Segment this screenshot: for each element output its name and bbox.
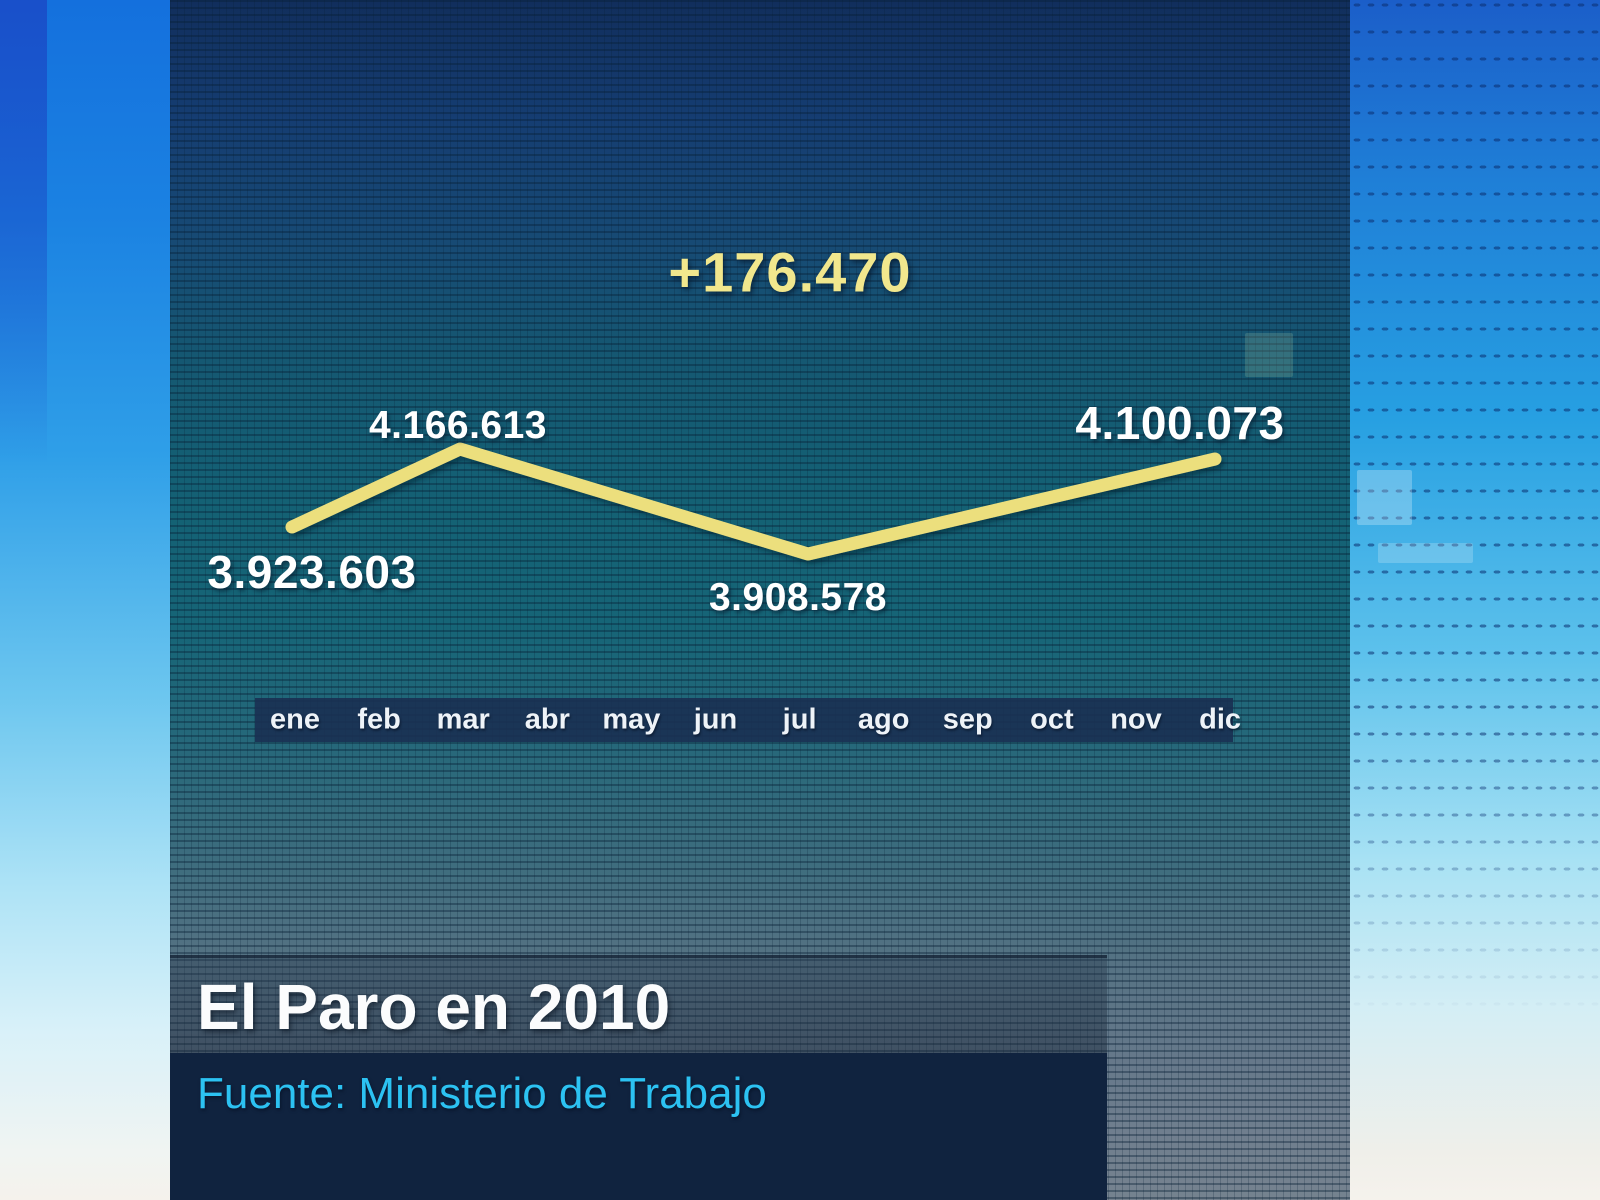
title-panel: El Paro en 2010 xyxy=(170,955,1107,1056)
month-label: jun xyxy=(693,703,738,736)
month-label: feb xyxy=(357,703,401,736)
month-label: nov xyxy=(1110,703,1162,736)
month-label: dic xyxy=(1199,703,1242,736)
point-value-label: 4.166.613 xyxy=(368,404,548,447)
light-patch xyxy=(1245,333,1293,377)
chart-title: El Paro en 2010 xyxy=(197,971,671,1043)
light-patch xyxy=(1378,543,1473,563)
source-label: Fuente: Ministerio de Trabajo xyxy=(197,1069,767,1118)
month-label: sep xyxy=(942,703,993,736)
month-label: ago xyxy=(857,703,910,736)
background-right-gradient xyxy=(1350,0,1600,1200)
source-panel: Fuente: Ministerio de Trabajo xyxy=(170,1053,1107,1200)
month-label: jul xyxy=(782,703,817,736)
point-value-label: 3.908.578 xyxy=(708,576,888,619)
background-left-blue-strip xyxy=(0,0,47,620)
month-label: mar xyxy=(436,703,490,736)
chart-panel: +176.470 3.923.603 4.166.613 3.908.578 4.10… xyxy=(170,0,1350,1200)
pixel-grid-texture xyxy=(170,0,1350,1200)
month-label: may xyxy=(602,703,661,736)
month-label: abr xyxy=(524,703,570,736)
annual-change-label: +176.470 xyxy=(668,240,912,304)
month-axis: ene feb mar abr may jun jul ago sep oct nov dic xyxy=(255,698,1241,742)
point-value-label: 4.100.073 xyxy=(1075,397,1285,449)
month-label: ene xyxy=(270,703,320,736)
light-patch xyxy=(1357,470,1412,525)
month-label: oct xyxy=(1030,703,1074,736)
point-value-label: 3.923.603 xyxy=(207,546,417,598)
